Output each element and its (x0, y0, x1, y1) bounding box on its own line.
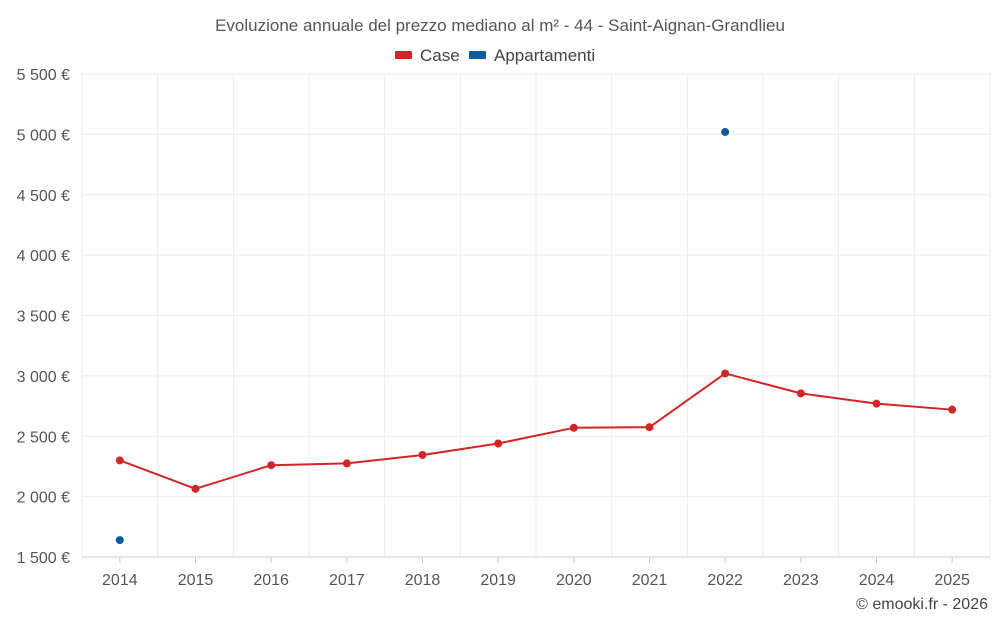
grid (81, 73, 991, 558)
data-point-case[interactable] (645, 423, 654, 432)
y-tick-label: 3 500 € (17, 309, 70, 326)
legend-swatch-case (395, 51, 412, 59)
x-tick-label: 2014 (102, 572, 138, 589)
x-tick-label: 2021 (632, 572, 668, 589)
x-tick-label: 2024 (859, 572, 895, 589)
y-axis: 1 500 € 2 000 € 2 500 € 3 000 € 3 500 € 4 000… (17, 67, 70, 567)
series-appartamenti (115, 127, 730, 545)
x-tick-label: 2022 (707, 572, 743, 589)
data-point-appartamenti[interactable] (115, 536, 124, 545)
x-tick-label: 2020 (556, 572, 592, 589)
y-tick-label: 2 000 € (17, 490, 70, 507)
x-tick-label: 2016 (253, 572, 289, 589)
x-axis: 2014 2015 2016 2017 2018 2019 2020 2021 2022 2023… (82, 556, 990, 589)
y-tick-label: 4 000 € (17, 248, 70, 265)
data-point-case[interactable] (796, 389, 805, 398)
x-tick-label: 2019 (480, 572, 516, 589)
data-point-case[interactable] (494, 439, 503, 448)
legend-item-case[interactable]: Case (395, 46, 460, 65)
data-point-case[interactable] (267, 461, 276, 470)
y-tick-label: 2 500 € (17, 429, 70, 446)
x-tick-label: 2025 (934, 572, 970, 589)
data-point-case[interactable] (872, 399, 881, 408)
chart-title: Evoluzione annuale del prezzo mediano al… (215, 16, 785, 35)
legend: Case Appartamenti (395, 46, 595, 65)
y-tick-label: 4 500 € (17, 188, 70, 205)
x-tick-label: 2018 (405, 572, 441, 589)
data-point-case[interactable] (191, 484, 200, 493)
series (115, 127, 957, 545)
credit-text: © emooki.fr - 2026 (856, 596, 988, 613)
y-tick-label: 5 000 € (17, 127, 70, 144)
y-tick-label: 1 500 € (17, 550, 70, 567)
y-tick-label: 3 000 € (17, 369, 70, 386)
series-case (115, 369, 957, 493)
x-tick-label: 2015 (178, 572, 214, 589)
legend-swatch-appartamenti (469, 51, 486, 59)
legend-label-case: Case (420, 46, 460, 65)
data-point-case[interactable] (342, 459, 351, 468)
data-point-case[interactable] (569, 423, 578, 432)
legend-item-appartamenti[interactable]: Appartamenti (469, 46, 595, 65)
data-point-appartamenti[interactable] (721, 127, 730, 136)
x-tick-label: 2023 (783, 572, 819, 589)
legend-label-appartamenti: Appartamenti (494, 46, 595, 65)
data-point-case[interactable] (721, 369, 730, 378)
data-point-case[interactable] (115, 456, 124, 465)
data-point-case[interactable] (418, 450, 427, 459)
x-tick-label: 2017 (329, 572, 365, 589)
data-point-case[interactable] (948, 405, 957, 414)
series-line-case (119, 372, 953, 490)
y-tick-label: 5 500 € (17, 67, 70, 84)
